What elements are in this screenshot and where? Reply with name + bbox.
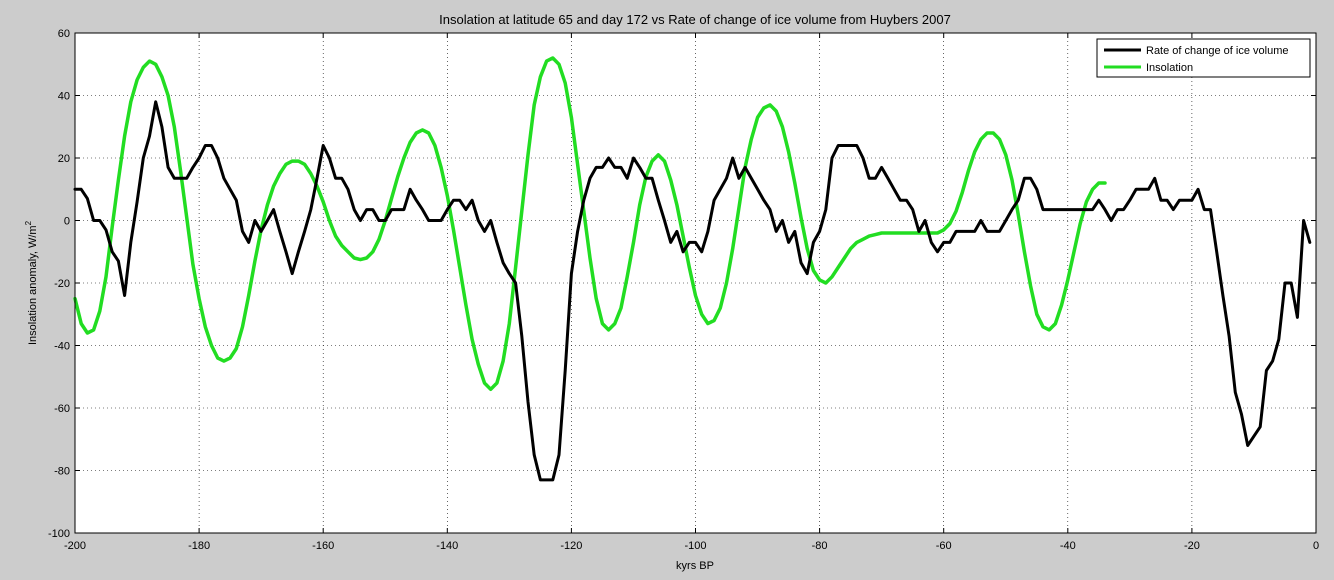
legend-label-insolation: Insolation — [1146, 62, 1193, 74]
y-axis-label: Insolation anomaly, W/m2 — [24, 220, 39, 345]
y-tick-label: -40 — [54, 341, 70, 353]
x-tick-label: -60 — [936, 540, 952, 552]
series-line-rate-of-change — [73, 100, 1312, 482]
x-tick-label: -200 — [64, 540, 86, 552]
legend-box — [1096, 38, 1311, 78]
x-tick-label: -40 — [1060, 540, 1076, 552]
x-tick-label: -140 — [436, 540, 458, 552]
x-tick-label: -120 — [560, 540, 582, 552]
x-tick-label: 0 — [1313, 540, 1319, 552]
grid — [75, 33, 1316, 533]
x-tick-label: -100 — [684, 540, 706, 552]
y-tick-label: -80 — [54, 466, 70, 478]
x-tick-label: -80 — [812, 540, 828, 552]
y-tick-label: 20 — [58, 153, 70, 165]
y-axis-label-text: Insolation anomaly, W/m — [27, 225, 39, 345]
y-tick-label: 0 — [64, 216, 70, 228]
y-tick-label: -100 — [48, 528, 70, 540]
x-axis-label: kyrs BP — [676, 560, 714, 572]
legend[interactable]: Rate of change of ice volume Insolation — [1096, 38, 1311, 78]
y-tick-label: -20 — [54, 278, 70, 290]
y-tick-label: 40 — [58, 91, 70, 103]
x-tick-label: -160 — [312, 540, 334, 552]
series-line-insolation — [73, 56, 1107, 392]
x-tick-label: -180 — [188, 540, 210, 552]
y-axis-label-superscript: 2 — [24, 220, 33, 225]
chart-title: Insolation at latitude 65 and day 172 vs… — [439, 12, 951, 27]
legend-label-rate-of-change: Rate of change of ice volume — [1146, 45, 1288, 57]
x-tick-label: -20 — [1184, 540, 1200, 552]
y-tick-label: 60 — [58, 28, 70, 40]
y-tick-label: -60 — [54, 403, 70, 415]
series-layer — [73, 56, 1312, 482]
ticks: -200 -180 -160 -140 -120 -100 -80 -60 -40 -20 0-10… — [48, 28, 1319, 552]
